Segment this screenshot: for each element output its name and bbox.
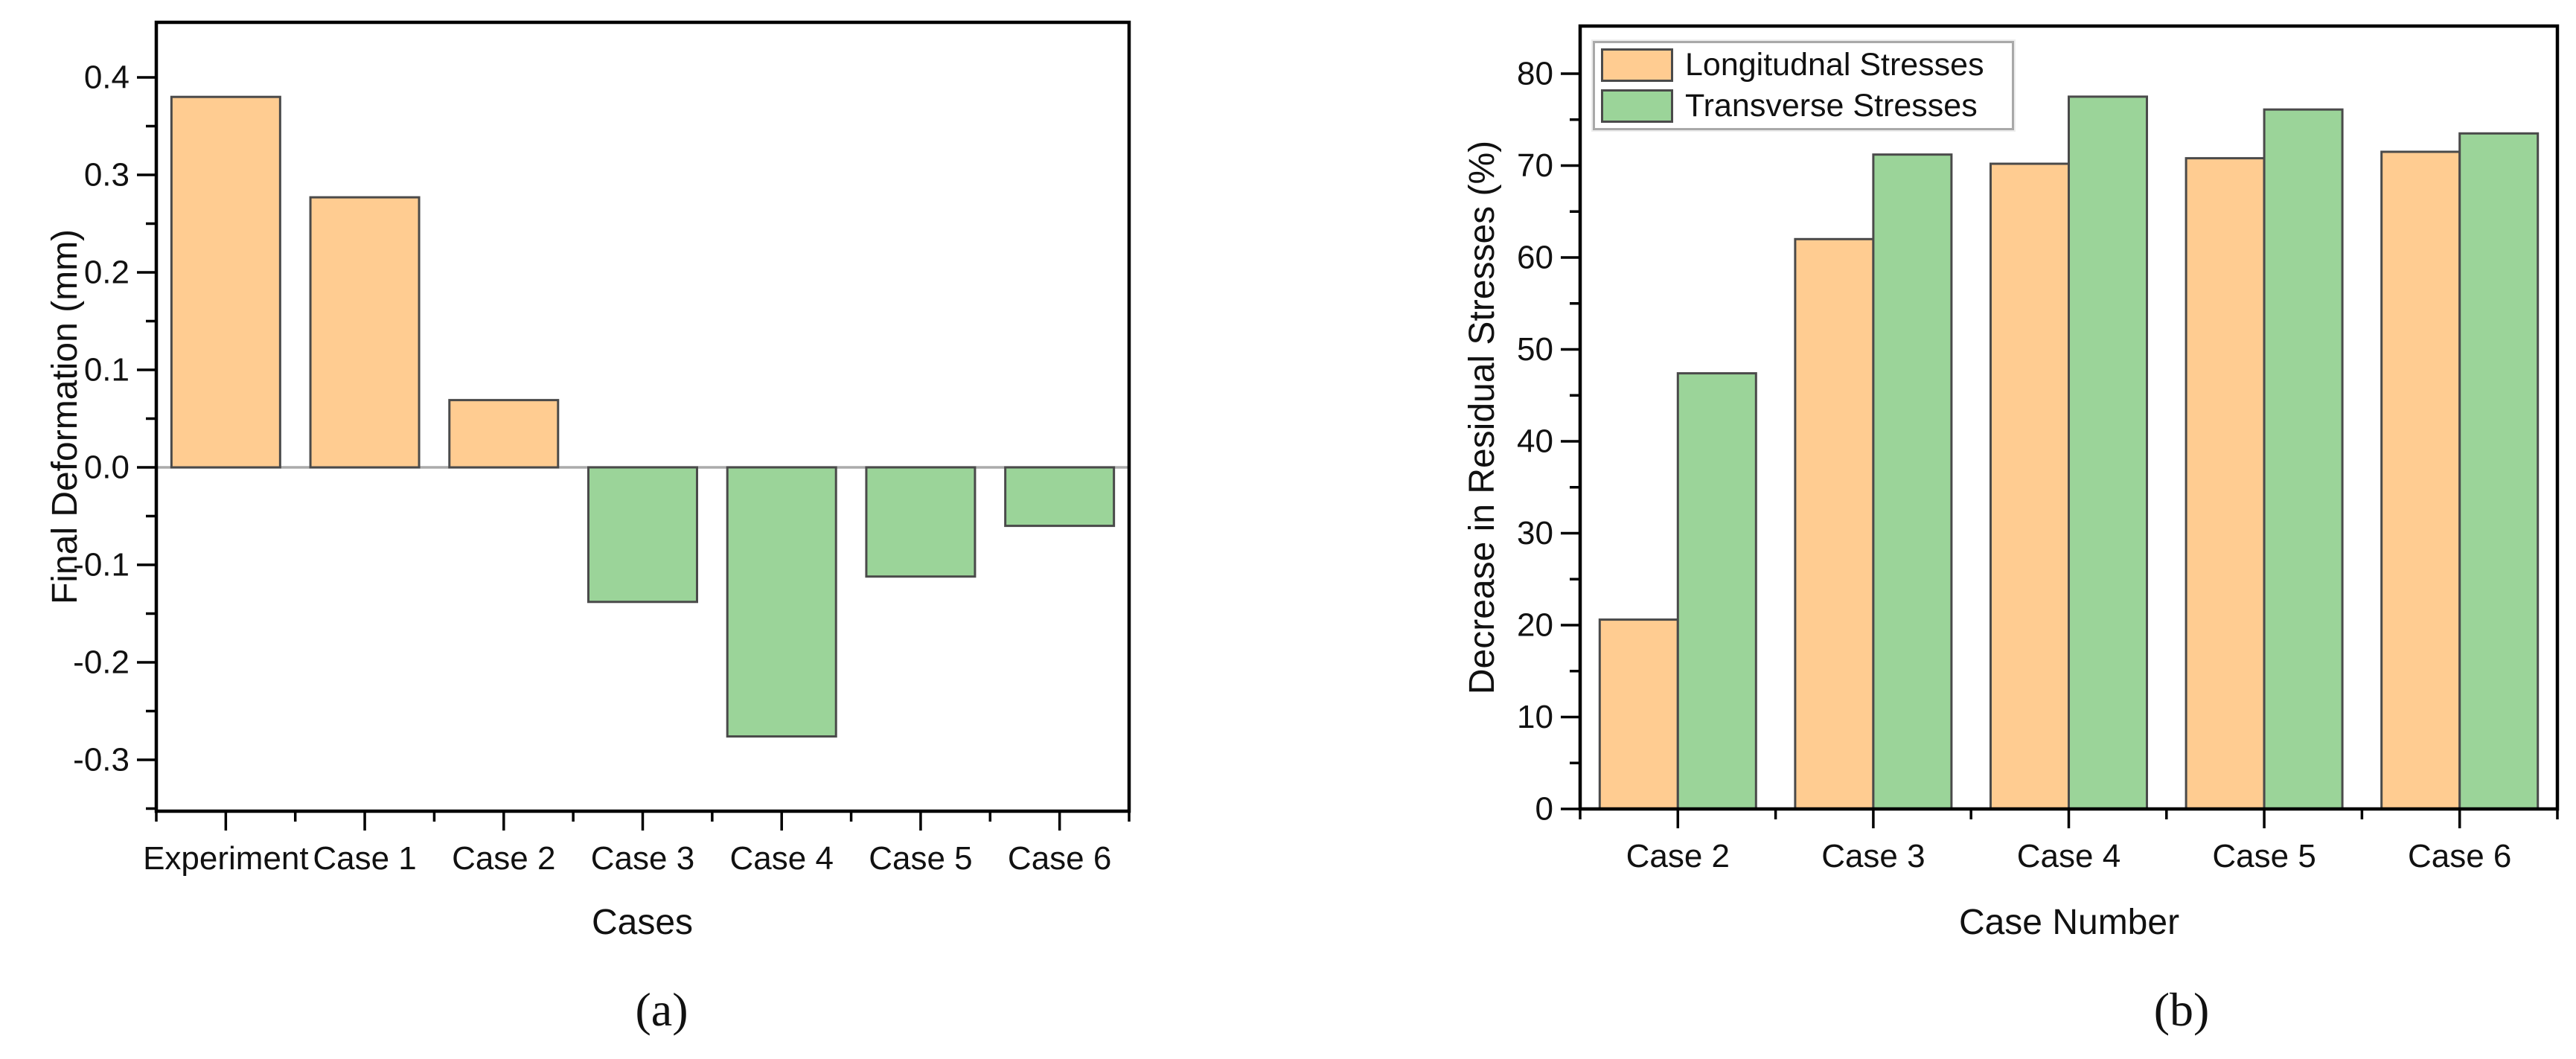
y-tick-label-b: 60 <box>1517 240 1553 276</box>
bar-a-Case 1 <box>309 196 421 469</box>
bar-b-series1-Case 2 <box>1676 372 1757 810</box>
bar-b-series1-Case 6 <box>2458 132 2540 810</box>
x-tick-label-a: Case 6 <box>1008 840 1111 877</box>
y-tick-label-b: 70 <box>1517 147 1553 184</box>
x-tick-label-a: Case 1 <box>313 840 416 877</box>
chart-a-caption: (a) <box>635 983 688 1036</box>
legend-item: Transverse Stresses <box>1595 87 2012 126</box>
bar-a-Case 5 <box>865 466 977 578</box>
legend-swatch <box>1601 89 1673 124</box>
chart-b-caption: (b) <box>2153 983 2210 1036</box>
y-tick-label-b: 40 <box>1517 423 1553 460</box>
y-tick-label-b: 30 <box>1517 515 1553 551</box>
bar-a-Case 2 <box>448 399 560 469</box>
y-tick-label-a: -0.3 <box>73 742 130 778</box>
x-tick-label-b: Case 2 <box>1626 838 1730 874</box>
y-tick-label-b: 0 <box>1535 791 1553 828</box>
y-tick-label-b: 20 <box>1517 607 1553 644</box>
chart-b-y-axis-title: Decrease in Residual Stresses (%) <box>1463 140 1502 695</box>
bar-b-series1-Case 3 <box>1872 153 1953 810</box>
chart-a-y-axis-title: Final Deformation (mm) <box>45 228 85 605</box>
bar-b-series0-Case 4 <box>1989 162 2070 810</box>
bar-b-series0-Case 5 <box>2185 157 2266 810</box>
y-tick-label-b: 10 <box>1517 699 1553 735</box>
y-tick-label-a: -0.1 <box>73 547 130 583</box>
y-tick-label-a: 0.0 <box>84 449 130 486</box>
x-tick-label-a: Case 5 <box>869 840 972 877</box>
chart-b-x-axis-title: Case Number <box>1958 903 2180 942</box>
legend-swatch <box>1601 48 1673 82</box>
plot-frame-a <box>154 20 1131 813</box>
chart-a-x-axis-title: Cases <box>591 903 694 942</box>
bar-b-series0-Case 2 <box>1598 618 1679 810</box>
x-tick-label-a: Experiment <box>143 840 309 877</box>
y-tick-label-b: 50 <box>1517 331 1553 368</box>
legend-label: Transverse Stresses <box>1685 88 1978 124</box>
bar-a-Case 3 <box>587 466 698 604</box>
x-tick-label-a: Case 3 <box>591 840 694 877</box>
bar-b-series0-Case 3 <box>1794 237 1875 810</box>
bar-a-Case 6 <box>1004 466 1116 528</box>
x-tick-label-b: Case 3 <box>1821 838 1925 874</box>
x-tick-label-a: Case 2 <box>452 840 555 877</box>
x-tick-label-b: Case 6 <box>2408 838 2511 874</box>
bar-a-Experiment <box>170 95 281 469</box>
bar-a-Case 4 <box>726 466 837 738</box>
y-tick-label-a: 0.1 <box>84 352 130 388</box>
x-tick-label-a: Case 4 <box>730 840 834 877</box>
y-tick-label-a: 0.4 <box>84 60 130 96</box>
chart-b-legend: Longitudnal Stresses Transverse Stresses <box>1593 41 2014 130</box>
x-tick-label-b: Case 5 <box>2212 838 2315 874</box>
bar-b-series0-Case 6 <box>2380 150 2461 810</box>
x-tick-label-b: Case 4 <box>2017 838 2120 874</box>
legend-label: Longitudnal Stresses <box>1685 46 1984 83</box>
bar-b-series1-Case 5 <box>2263 108 2344 810</box>
y-tick-label-a: -0.2 <box>73 644 130 681</box>
bar-b-series1-Case 4 <box>2068 95 2148 810</box>
y-tick-label-b: 80 <box>1517 56 1553 92</box>
y-tick-label-a: 0.3 <box>84 157 130 193</box>
legend-item: Longitudnal Stresses <box>1595 45 2012 84</box>
y-tick-label-a: 0.2 <box>84 255 130 291</box>
